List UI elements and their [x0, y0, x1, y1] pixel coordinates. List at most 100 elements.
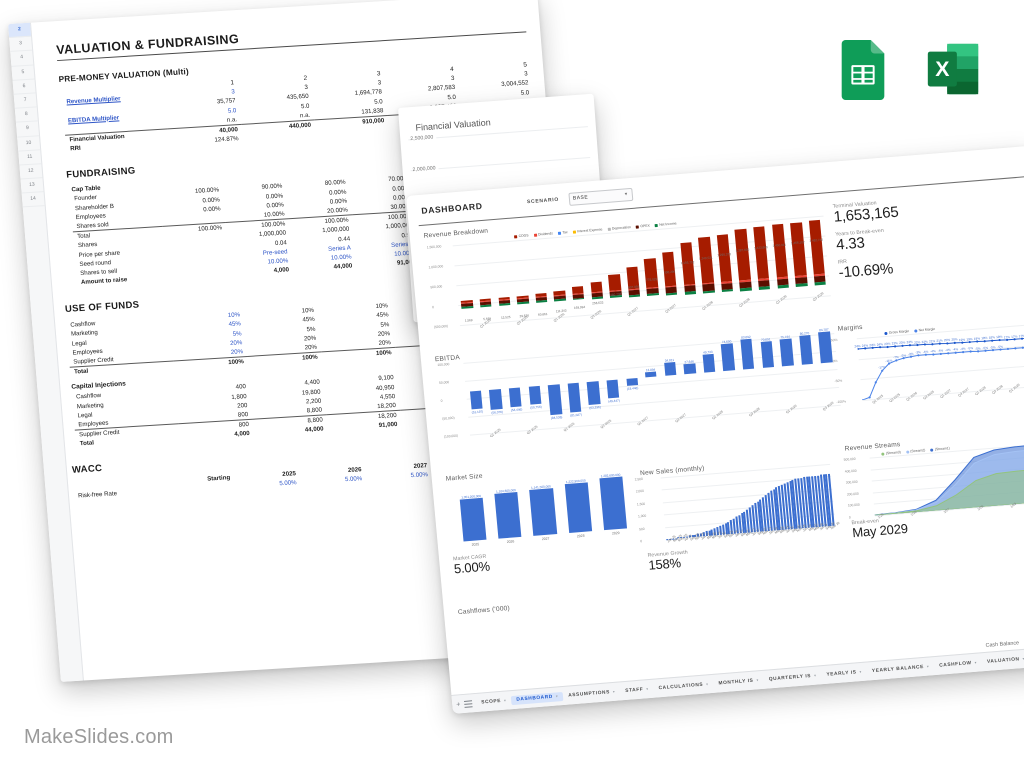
legend-item: Dividends	[533, 231, 553, 237]
data-label: 80,270	[799, 331, 810, 336]
data-label: 169,994	[573, 304, 586, 310]
row-number[interactable]: 14	[21, 192, 45, 208]
legend-item: OPEX	[635, 224, 650, 229]
data-label: (81,027)	[570, 412, 582, 418]
bar	[760, 341, 774, 368]
panel-margins: Margins Gross Margin Net Margin 50% 0% -50…	[831, 310, 1024, 433]
data-label: (50,756)	[530, 404, 542, 410]
y-axis-tick: 1,500,000	[426, 244, 442, 250]
y-axis-tick: 0	[640, 539, 643, 544]
margins-plot: 50% 0% -50% -100% 24% 24% 24% 24% 23% 23% 23% 23% 22…	[831, 324, 1024, 405]
legend-label: Depreciation	[611, 225, 632, 231]
add-sheet-icon[interactable]: +	[455, 700, 461, 709]
row-number[interactable]: 10	[17, 135, 41, 152]
watermark: MakeSlides.com	[24, 726, 174, 748]
row-number[interactable]: 12	[19, 164, 43, 180]
data-label: 27,646	[684, 359, 695, 365]
bar	[494, 492, 522, 539]
tab-staff[interactable]: STAFF ▾	[625, 687, 649, 694]
data-label: 49,733	[703, 349, 713, 355]
data-label: (51,197)	[471, 409, 484, 415]
data-label: 258,633	[592, 300, 604, 306]
bar	[663, 362, 677, 376]
y-axis-tick: 50,000	[438, 380, 450, 385]
gridline	[468, 386, 840, 418]
tab-assumptions[interactable]: ASSUMPTIONS ▾	[568, 689, 616, 699]
stacked-bar-negative	[572, 292, 585, 301]
y-axis-tick: 2,000	[635, 489, 645, 494]
chevron-down-icon: ▾	[646, 687, 649, 692]
dashboard-sheet[interactable]: DASHBOARD SCENARIO BASE ▾ Revenue Breakd…	[406, 145, 1024, 714]
data-label: 13,525	[500, 315, 511, 320]
tab-dashboard[interactable]: DASHBOARD ▾	[511, 691, 564, 705]
scenario-select[interactable]: BASE ▾	[568, 187, 634, 206]
y-axis-tick: 100,000	[437, 362, 450, 368]
panel-cashflows: Cashflows ('000)	[458, 605, 511, 618]
data-label: 83,692	[740, 334, 751, 340]
bar	[818, 331, 833, 364]
row-number[interactable]: 8	[14, 107, 38, 123]
y-axis-tick: 0	[432, 305, 435, 310]
stacked-bar-negative	[628, 288, 641, 298]
bar	[586, 380, 601, 405]
tab-monthly-is[interactable]: MONTHLY IS ▾	[718, 678, 760, 686]
cashflows-title: Cashflows ('000)	[457, 604, 511, 617]
all-sheets-icon[interactable]	[464, 699, 473, 708]
tab-quarterly-is[interactable]: QUARTERLY IS ▾	[768, 673, 817, 682]
stacked-bar	[808, 219, 825, 275]
chevron-down-icon: ▾	[706, 682, 709, 687]
stacked-bar-negative	[776, 276, 789, 289]
row-number[interactable]: 4	[10, 50, 34, 67]
y-axis-tick: 0	[440, 398, 443, 403]
row-number[interactable]: 13	[20, 178, 44, 194]
chevron-down-icon: ▾	[926, 664, 930, 669]
row-number[interactable]: 3	[9, 36, 33, 53]
tab-cashflow[interactable]: CASHFLOW ▾	[939, 660, 978, 669]
revenue-streams-areas	[874, 444, 1024, 516]
bar	[740, 338, 755, 370]
y-axis-tick: 1,000	[637, 513, 647, 519]
y-axis-tick: 2,000,000	[412, 165, 439, 174]
row-number[interactable]: 9	[15, 121, 40, 138]
app-icons: X	[832, 38, 984, 100]
svg-text:X: X	[935, 57, 950, 81]
chevron-down-icon: ▾	[555, 694, 559, 699]
y-axis-tick: 500	[638, 526, 645, 531]
row-number[interactable]: 6	[12, 79, 36, 95]
tab-yearly-is[interactable]: YEARLY IS ▾	[826, 669, 863, 678]
chevron-down-icon: ▾	[813, 673, 817, 678]
y-axis-tick: 0%	[832, 358, 838, 363]
data-label: 70,691	[760, 337, 771, 343]
legend-label: Interest Expense	[576, 227, 603, 234]
row-number[interactable]: 7	[13, 93, 37, 109]
stacked-bar-negative	[757, 277, 771, 290]
y-axis-tick: (50,000)	[442, 415, 455, 421]
y-axis-tick: (500,000)	[433, 324, 449, 330]
bar	[721, 343, 735, 371]
bar	[529, 488, 557, 536]
panel-new-sales: New Sales (monthly) 2,500 2,000 1,500 1,000…	[634, 454, 855, 580]
tab-yearly-balance[interactable]: YEARLY BALANCE ▾	[871, 664, 930, 674]
stacked-bar-negative	[646, 286, 659, 297]
chevron-down-icon: ▾	[974, 660, 978, 665]
market-size-plot: 1,051,200,000 2025 1,104,600,000 2026 1,141,…	[452, 470, 634, 554]
legend-label: Tax	[562, 230, 568, 235]
bar	[567, 382, 582, 413]
row-number[interactable]: 5	[11, 65, 35, 81]
stacked-bar-negative	[591, 291, 604, 299]
legend-item: Tax	[557, 230, 568, 235]
legend-label: Dividends	[537, 231, 554, 237]
stacked-bar-negative	[739, 279, 752, 292]
row-number[interactable]: 11	[18, 149, 42, 166]
bar	[799, 334, 813, 365]
y-axis-tick: 1,500	[636, 501, 646, 507]
tab-scope[interactable]: SCOPE ▾	[481, 698, 507, 706]
row-number[interactable]: 2	[8, 22, 32, 39]
tab-valuation[interactable]: VALUATION ▾	[986, 656, 1024, 665]
chevron-down-icon: ▾	[859, 669, 863, 675]
data-label: (19,446)	[626, 385, 639, 391]
y-axis-tick: -50%	[834, 378, 843, 384]
y-axis-tick: 1,000,000	[428, 264, 444, 270]
tab-calculations[interactable]: CALCULATIONS ▾	[658, 682, 709, 691]
